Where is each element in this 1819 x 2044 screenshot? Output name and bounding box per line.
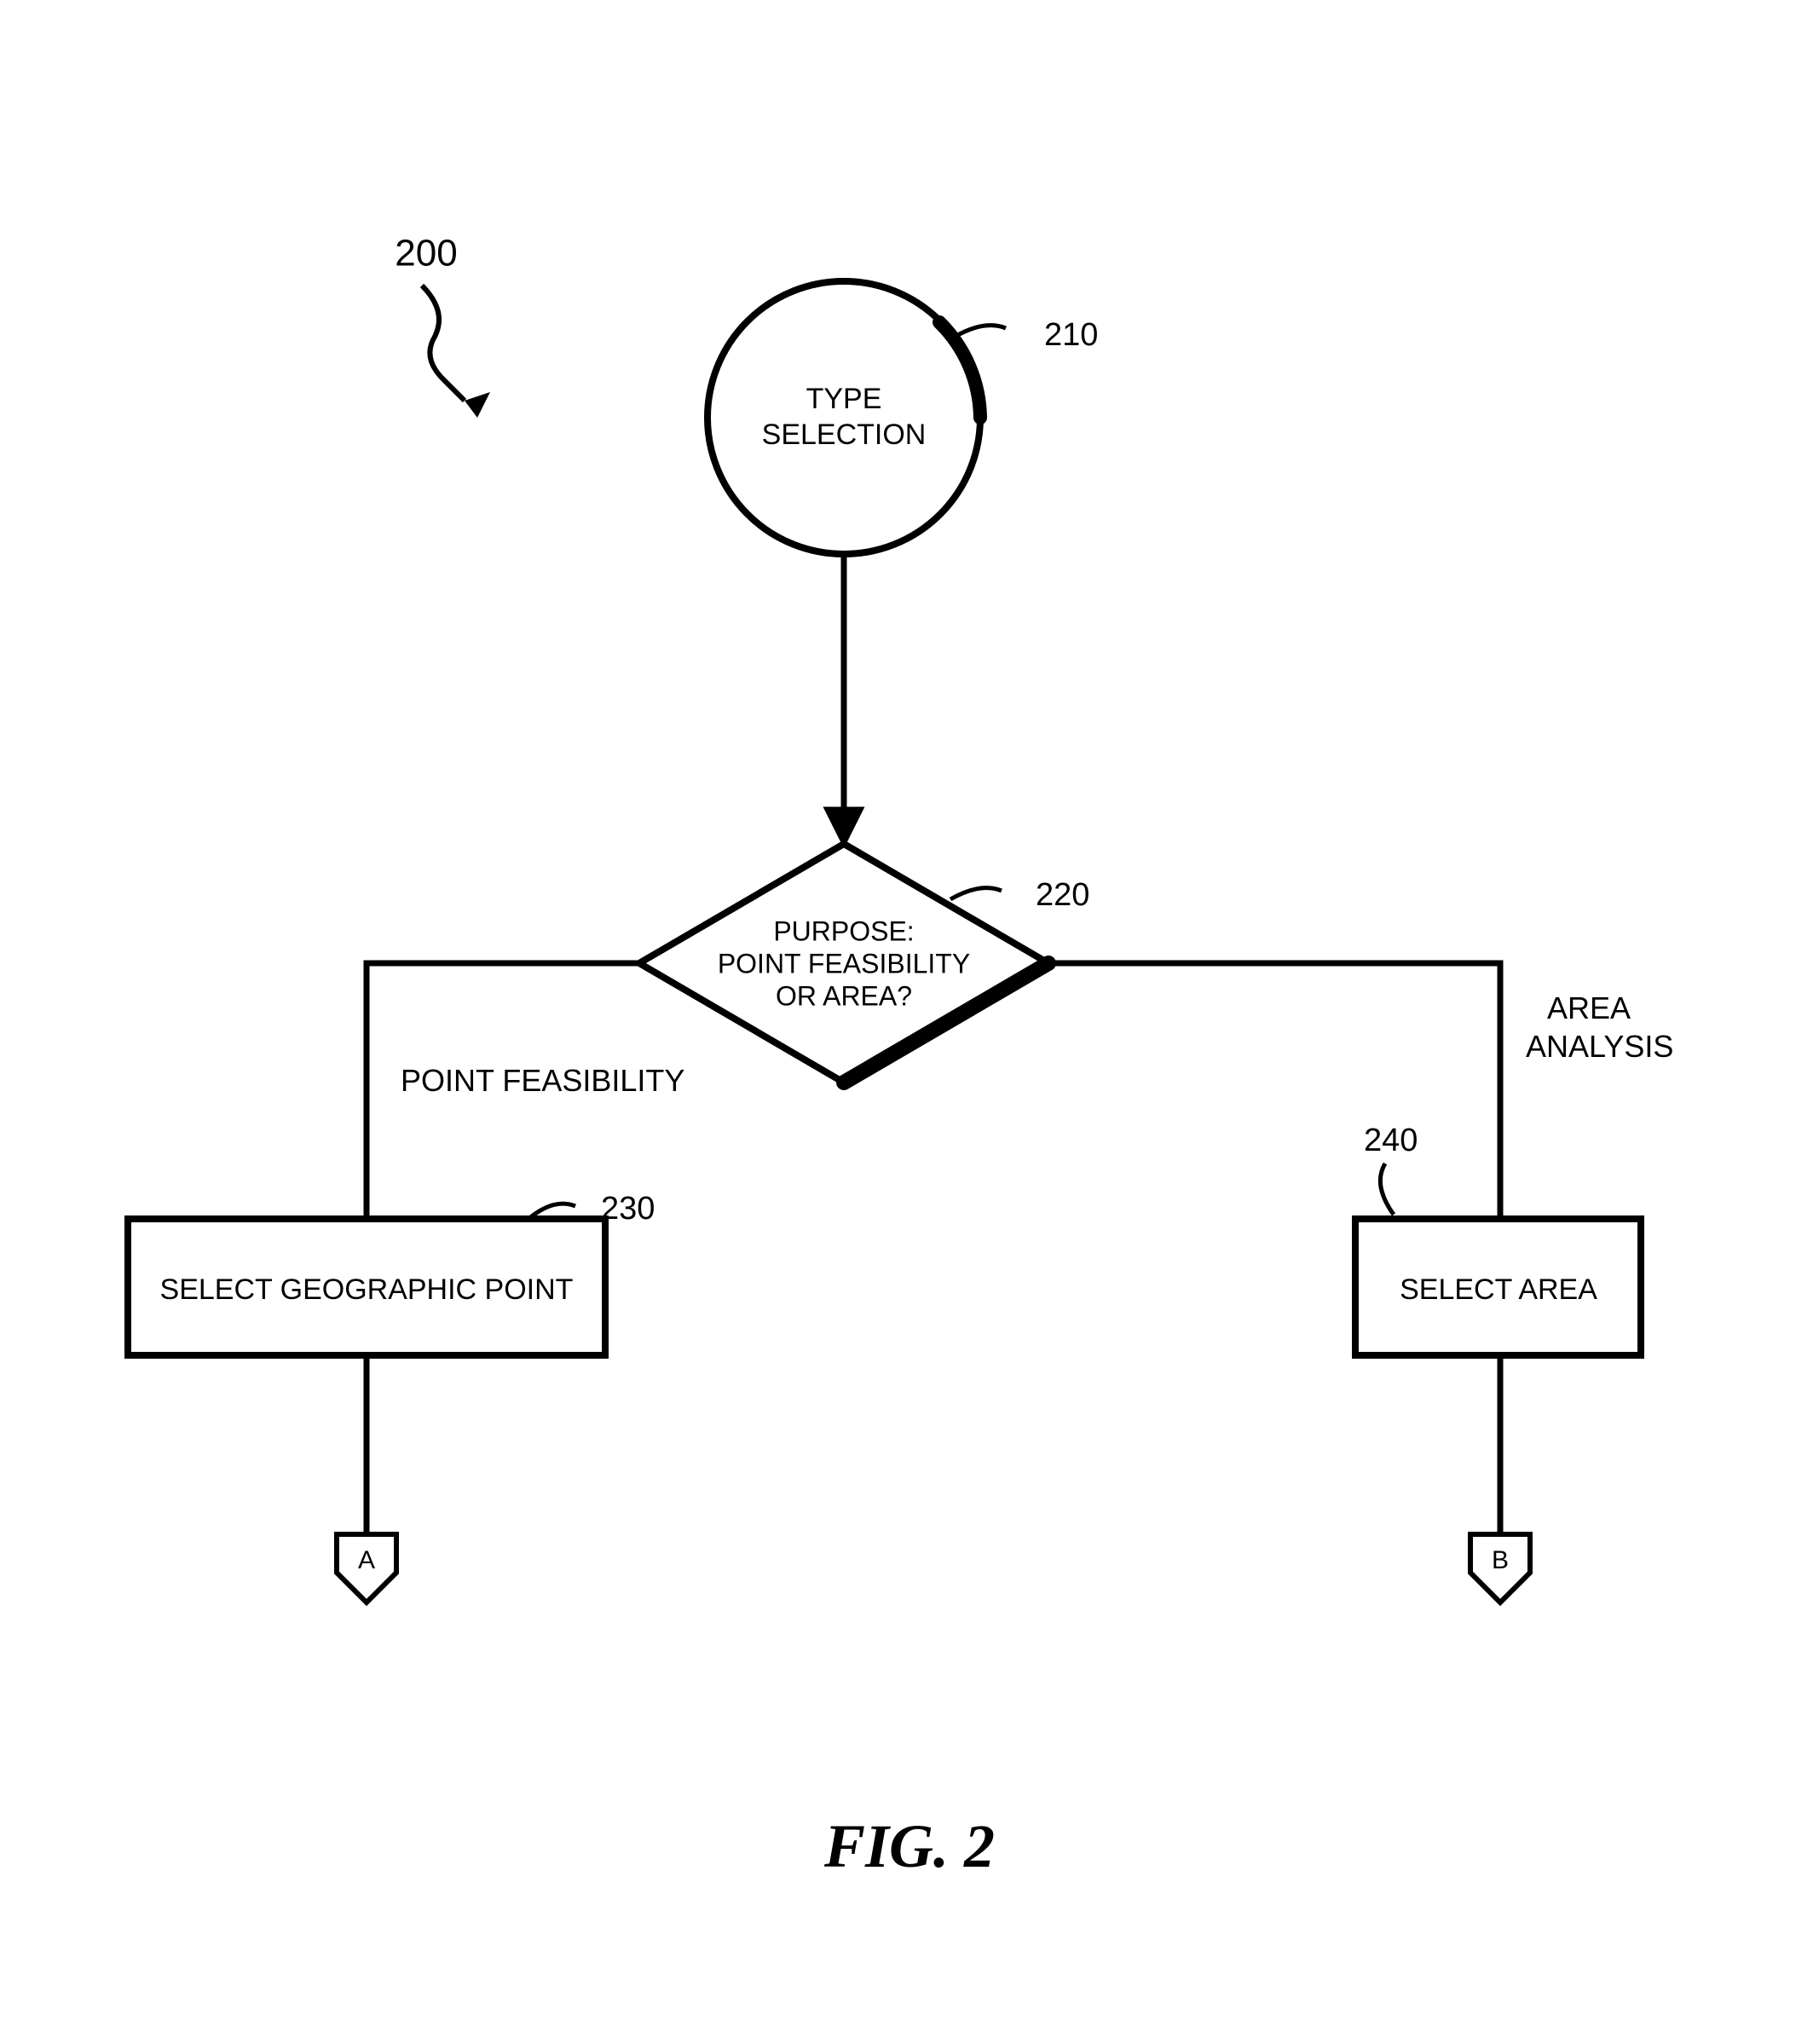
node-220-line3: OR AREA? [776,980,912,1011]
edge-220-240 [1047,963,1500,1219]
edges: POINT FEASIBILITY AREA ANALYSIS [367,554,1673,1533]
node-purpose-decision: PURPOSE: POINT FEASIBILITY OR AREA? 220 [639,844,1089,1083]
node-210-line1: TYPE [806,383,882,415]
node-220-line2: POINT FEASIBILITY [718,948,970,979]
callout-240: 240 [1364,1123,1418,1158]
offpage-connector-b: B [1470,1534,1530,1602]
node-select-point: SELECT GEOGRAPHIC POINT 230 [128,1191,655,1355]
node-210-line2: SELECTION [762,419,927,451]
figure-ref-label: 200 [395,233,457,274]
flowchart-diagram: 200 POINT FEASIBILITY AREA ANALYSIS TYPE… [0,0,1819,2044]
connector-b-label: B [1492,1546,1509,1574]
node-type-selection: TYPE SELECTION 210 [707,281,1098,554]
callout-220: 220 [1036,877,1089,913]
node-240-line1: SELECT AREA [1400,1273,1597,1306]
connector-a-label: A [358,1546,375,1574]
node-220-line1: PURPOSE: [773,915,914,946]
edge-220-230-label: POINT FEASIBILITY [401,1063,684,1098]
nodes: TYPE SELECTION 210 PURPOSE: POINT FEASIB… [128,281,1641,1602]
edge-220-240-label-l1: AREA [1547,990,1631,1025]
callout-230: 230 [601,1191,655,1227]
offpage-connector-a: A [337,1534,396,1602]
node-230-line1: SELECT GEOGRAPHIC POINT [160,1273,574,1306]
figure-ref-arrow [422,286,465,401]
figure-ref-arrowhead [465,392,490,418]
figure-caption: FIG. 2 [823,1812,995,1880]
edge-220-240-label-l2: ANALYSIS [1526,1029,1673,1064]
callout-210: 210 [1044,317,1098,353]
